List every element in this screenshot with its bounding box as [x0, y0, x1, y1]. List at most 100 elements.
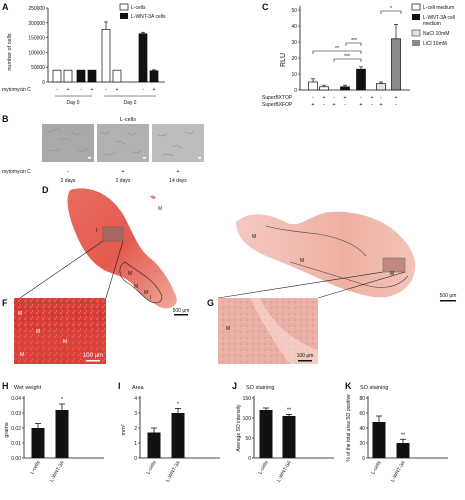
panel-c-legend-2a: L-WNT-3A cell — [423, 15, 455, 21]
panel-d-label-2: M — [158, 206, 162, 212]
panel-c-ytick: 20 — [291, 56, 297, 62]
panel-g-letter: G — [207, 298, 214, 308]
panel-c-row1-sign: - — [360, 95, 362, 101]
panel-b: B L-cells mytomycin C - + + 2 days 2 day… — [2, 114, 204, 184]
legend-swatch-l-wnt3a-medium — [412, 14, 420, 20]
panel-c-row2-sign: - — [371, 102, 373, 108]
panel-e-outline — [265, 225, 409, 288]
panel-e-label-3: M — [390, 271, 394, 277]
panel-f-label-1: M — [18, 311, 22, 317]
panel-e-scale-label: 500 μm — [440, 293, 457, 299]
panel-f-letter: F — [2, 298, 8, 308]
panel-a-bar — [76, 69, 86, 83]
panel-a: A number of cells 250000 200000 150000 1000… — [2, 2, 166, 106]
panel-h-ylabel: grams — [4, 422, 10, 438]
significance-marker: ** — [401, 432, 406, 438]
panel-d-label-6: I — [150, 295, 151, 301]
panel-c-bar — [319, 86, 329, 91]
panel-c-sig-4: * — [390, 6, 392, 12]
panel-j-title: SO staining — [246, 385, 274, 391]
panel-a-ytick: 200000 — [28, 21, 45, 27]
panel-g-scalebar — [298, 360, 312, 362]
panel-j: J SO staining Average SO intensity — [232, 381, 274, 451]
xtick-label: L-cells — [257, 460, 270, 476]
panel-i: I Area mm² — [118, 381, 145, 436]
panel-a-group-day2: Day 2 — [123, 100, 136, 106]
panel-g-label-1: M — [226, 326, 230, 332]
panel-c-brackets — [312, 10, 402, 62]
panel-d-outline — [119, 261, 163, 304]
panel-c-legend-3: NaCl 10mM — [423, 31, 449, 37]
panel-a-sign: + — [90, 87, 93, 93]
panel-c-bar — [391, 38, 401, 91]
panel-g-pale-region — [250, 298, 318, 364]
panel-a-ytick: 0 — [42, 80, 45, 86]
panel-c-ytick: 30 — [291, 40, 297, 46]
xtick-label: L-WNT-3A — [276, 459, 293, 483]
panel-a-bar — [101, 28, 111, 83]
panel-b-scalebar-2 — [143, 157, 146, 159]
panel-a-group-day0: Day 0 — [66, 100, 79, 106]
panel-c-legend-1: L-cell medium — [423, 5, 454, 11]
panel-h-title: Wet weight — [14, 385, 42, 391]
panel-k: K SO staining % of the total area SO pos… — [345, 381, 388, 462]
panel-c-row2-sign: + — [379, 102, 382, 108]
panel-a-sign: - — [80, 87, 82, 93]
panel-d: D I M M M M I 500 μm — [42, 184, 194, 320]
panel-a-legend-2: L-WNT-3A cells — [131, 14, 166, 20]
panel-c-bar — [308, 81, 318, 91]
panel-c-ytick: 40 — [291, 24, 297, 30]
panel-c-legend-4: LiCl 10mM — [423, 41, 447, 47]
panel-c-ytick: 50 — [291, 8, 297, 14]
ytick-label: 50 — [245, 436, 251, 442]
panel-c-row1-sign: + — [370, 95, 373, 101]
panel-e-tissue — [236, 211, 416, 298]
panel-d-fragment — [150, 195, 156, 200]
bar — [171, 413, 185, 458]
panel-b-time-1: 2 days — [61, 178, 76, 184]
panel-d-label-3: M — [128, 271, 132, 277]
panel-a-bar — [149, 70, 159, 83]
panel-e-inset-box — [382, 257, 406, 273]
panel-a-yaxis: 250000 200000 150000 100000 50000 0 — [28, 6, 48, 86]
panel-c-row2-sign: - — [323, 102, 325, 108]
panel-c-row2-label: SuperBXFOP — [262, 102, 293, 108]
panel-a-sign: + — [66, 87, 69, 93]
panel-a-ytick: 250000 — [28, 6, 45, 12]
panel-f-label-3: M — [63, 339, 67, 345]
panel-b-row-label: mytomycin C — [2, 169, 31, 175]
panel-f-label-4: M — [20, 352, 24, 358]
ytick-label: 0.02 — [11, 426, 21, 432]
ytick-label: 0.00 — [11, 456, 21, 462]
panel-c-bars — [308, 24, 401, 91]
panel-j-chart: 150 100 50 0 L-cells L-WNT-3A ** — [243, 396, 334, 483]
ytick-label: 0.01 — [11, 441, 21, 447]
panel-a-sign-row: - + - + - + - + — [56, 87, 156, 93]
panel-c-ylabel: RLU — [280, 53, 287, 67]
panel-k-letter: K — [345, 381, 352, 391]
panel-d-label-5: M — [144, 290, 148, 296]
panel-b-scalebar-1 — [88, 157, 91, 159]
panel-c-row1-sign: + — [394, 95, 397, 101]
panel-d-scale-label: 500 μm — [173, 308, 190, 314]
panel-c-bar — [356, 68, 366, 91]
panel-a-sign: - — [56, 87, 58, 93]
bar — [31, 428, 45, 458]
significance-marker: ** — [287, 407, 292, 413]
panel-d-label-1: I — [96, 228, 97, 234]
ytick-label: 1 — [134, 441, 137, 447]
panel-a-bar — [138, 33, 148, 83]
panel-k-chart: 80 60 40 20 0 L-cells L-WNT-3A ** — [359, 396, 448, 483]
panel-k-ylabel: % of the total area SO positive — [346, 394, 352, 462]
panel-c-row2-sign: - — [344, 102, 346, 108]
ytick-label: 80 — [359, 396, 365, 402]
panel-e-label-2: M — [300, 258, 304, 264]
ytick-label: 3 — [134, 411, 137, 417]
ytick-label: 4 — [134, 396, 137, 402]
panel-c-row2-sign: + — [332, 102, 335, 108]
panel-a-bar — [112, 69, 122, 83]
panel-i-letter: I — [118, 381, 121, 391]
panel-a-ytick: 50000 — [31, 65, 45, 71]
panel-a-legend-1: L-cells — [131, 5, 146, 11]
